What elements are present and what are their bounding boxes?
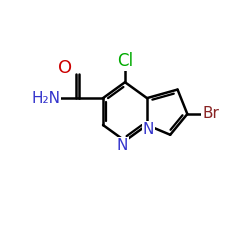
Text: O: O	[58, 58, 72, 76]
Text: Cl: Cl	[117, 52, 133, 70]
Text: H₂N: H₂N	[31, 90, 60, 106]
Text: N: N	[117, 138, 128, 153]
Text: N: N	[142, 122, 154, 137]
Text: Br: Br	[202, 106, 219, 122]
